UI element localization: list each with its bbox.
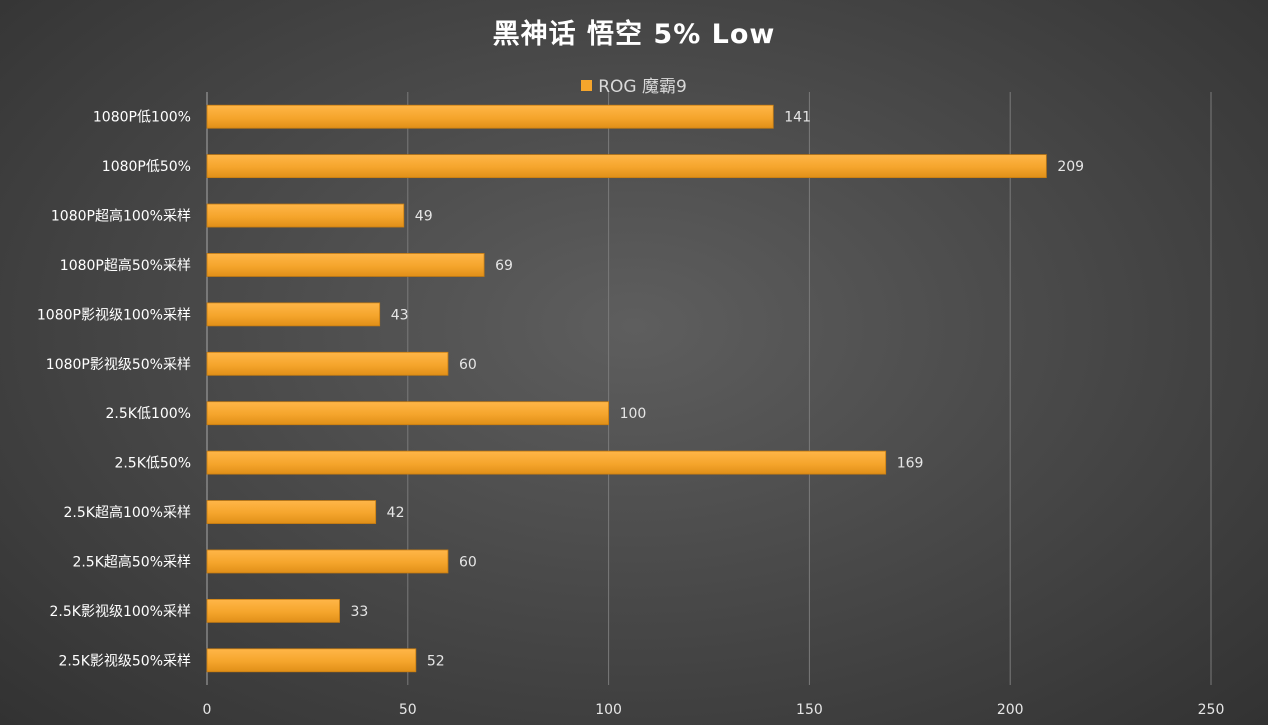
- bar: [206, 549, 449, 574]
- legend-swatch: [581, 80, 593, 91]
- data-label: 141: [784, 110, 811, 126]
- data-label: 209: [1057, 159, 1084, 175]
- legend-label: ROG 魔霸9: [598, 77, 687, 97]
- category-label: 2.5K影视级100%采样: [50, 604, 191, 620]
- data-label: 100: [620, 406, 647, 422]
- category-label: 2.5K低100%: [106, 406, 191, 422]
- bar: [206, 450, 887, 475]
- bar: [206, 203, 405, 228]
- data-label: 52: [427, 653, 445, 669]
- category-label: 2.5K影视级50%采样: [58, 653, 191, 669]
- data-label: 42: [387, 505, 405, 521]
- data-label: 60: [459, 554, 477, 570]
- bar: [206, 500, 377, 524]
- category-label: 1080P超高50%采样: [60, 257, 191, 274]
- category-label: 2.5K超高100%采样: [64, 504, 191, 521]
- x-tick-label: 50: [399, 702, 417, 718]
- x-tick-label: 0: [203, 702, 212, 718]
- x-tick-label: 100: [595, 702, 622, 718]
- data-label: 43: [391, 307, 409, 323]
- data-label: 33: [351, 604, 369, 620]
- data-label: 169: [897, 456, 924, 472]
- data-label: 69: [495, 258, 513, 274]
- bar: [206, 351, 449, 376]
- bar: [206, 401, 610, 426]
- category-label: 2.5K超高50%采样: [72, 553, 191, 570]
- data-label: 49: [415, 209, 433, 225]
- x-tick-label: 250: [1198, 702, 1225, 718]
- legend: ROG 魔霸9: [0, 72, 1268, 97]
- category-label: 1080P低100%: [93, 110, 191, 126]
- bar: [206, 154, 1047, 179]
- category-label: 1080P影视级100%采样: [37, 307, 191, 323]
- category-label: 1080P低50%: [102, 159, 191, 175]
- category-label: 1080P影视级50%采样: [46, 357, 191, 373]
- category-label: 1080P超高100%采样: [51, 208, 191, 225]
- bar: [206, 302, 381, 327]
- data-label: 60: [459, 357, 477, 373]
- bar: [206, 253, 485, 277]
- bar: [206, 598, 340, 623]
- bar: [206, 104, 774, 129]
- chart-title: 黑神话 悟空 5% Low: [492, 19, 776, 50]
- x-tick-label: 150: [796, 702, 823, 718]
- bar: [206, 648, 417, 673]
- category-label: 2.5K低50%: [114, 456, 191, 472]
- x-tick-label: 200: [997, 702, 1024, 718]
